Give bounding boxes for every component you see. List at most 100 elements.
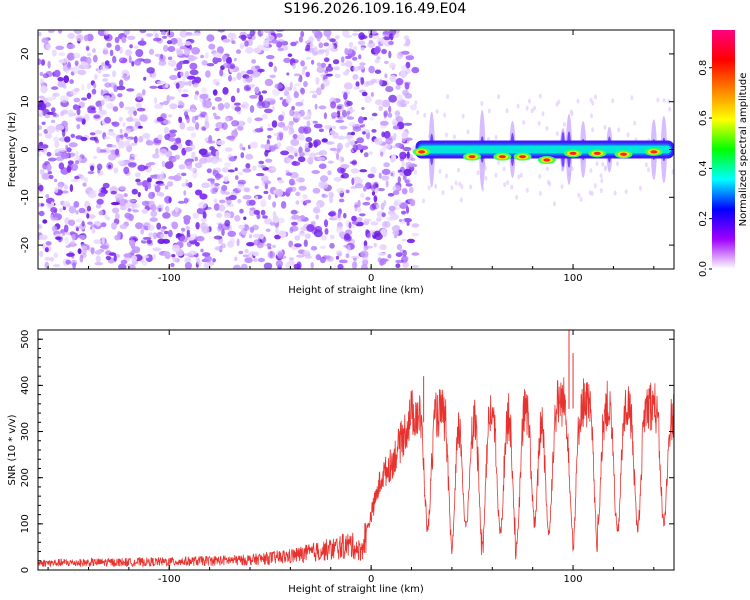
noise-blob [224,219,231,227]
noise-blob [336,105,342,110]
noise-blob [83,62,89,69]
noise-blob [294,235,301,241]
noise-blob [44,113,51,119]
noise-blob [263,218,273,225]
noise-blob [342,71,349,76]
noise-blob [154,185,161,193]
faint-speckle [484,175,488,181]
noise-blob [244,248,249,254]
noise-blob [229,138,235,142]
faint-speckle [423,112,427,118]
noise-blob [91,226,96,234]
noise-blob [357,40,366,46]
noise-blob [271,39,278,44]
noise-blob [258,94,264,102]
noise-blob [192,171,198,179]
noise-blob [102,78,109,82]
noise-blob [188,80,192,87]
noise-blob [86,213,90,219]
noise-blob [263,39,270,47]
faint-speckle [589,97,593,103]
faint-speckle [444,132,448,138]
noise-blob [305,255,312,259]
noise-blob [303,81,308,88]
noise-blob [356,137,365,144]
noise-blob [62,58,67,64]
noise-blob [159,192,165,197]
noise-blob [263,190,269,195]
noise-blob [345,189,350,194]
noise-blob [71,233,76,242]
noise-blob [395,263,401,269]
snr-xtick-label: 0 [368,574,374,585]
noise-blob [380,37,385,45]
noise-blob [102,182,110,189]
noise-blob [143,58,152,64]
noise-blob [285,187,293,193]
noise-blob [254,128,264,133]
noise-blob [298,156,306,163]
noise-blob [200,218,207,223]
noise-blob [221,54,227,61]
noise-blob [96,163,103,171]
noise-blob [218,223,223,230]
noise-blob [113,85,119,93]
noise-blob [183,47,191,56]
noise-blob [291,214,300,220]
noise-blob [409,199,416,207]
faint-speckle [494,134,498,140]
faint-speckle [671,169,674,175]
noise-blob [339,125,348,130]
noise-blob [128,264,136,269]
noise-blob [178,100,183,105]
noise-blob [410,157,416,161]
noise-blob [198,201,207,209]
noise-blob [251,59,256,64]
noise-blob [257,68,265,73]
noise-blob [45,43,52,50]
snr-ytick-label: 400 [20,376,31,395]
noise-blob [112,207,120,214]
noise-blob [200,126,206,131]
noise-blob [155,147,159,155]
noise-blob [361,123,366,128]
noise-blob [332,59,340,65]
noise-blob [410,104,417,111]
noise-blob [41,172,51,180]
noise-blob [114,44,121,52]
noise-blob [90,247,95,255]
noise-blob [186,237,195,241]
noise-blob [180,227,186,232]
noise-blob [87,109,97,114]
noise-blob [391,153,397,162]
noise-blob [73,201,80,208]
noise-blob [138,125,143,129]
noise-blob [371,112,378,117]
noise-blob [93,114,101,119]
noise-blob [206,34,215,42]
noise-blob [38,109,44,118]
noise-blob [73,52,81,59]
noise-blob [227,32,236,39]
noise-blob [352,74,359,80]
noise-blob [133,118,140,123]
noise-blob [75,227,79,232]
noise-blob [113,167,119,174]
noise-blob [345,135,354,141]
noise-blob [266,55,275,60]
faint-speckle [538,191,542,196]
noise-blob [43,129,49,134]
noise-blob [119,128,123,134]
noise-blob [264,30,269,34]
noise-blob [239,43,245,49]
noise-blob [127,137,131,143]
snr-ytick-label: 300 [20,422,31,441]
noise-blob [214,246,223,251]
noise-blob [311,59,315,65]
noise-blob [181,182,187,187]
noise-blob [95,255,101,263]
noise-blob [305,136,313,143]
signal-band-inner [418,145,671,154]
noise-blob [301,67,306,76]
noise-blob [370,78,377,84]
